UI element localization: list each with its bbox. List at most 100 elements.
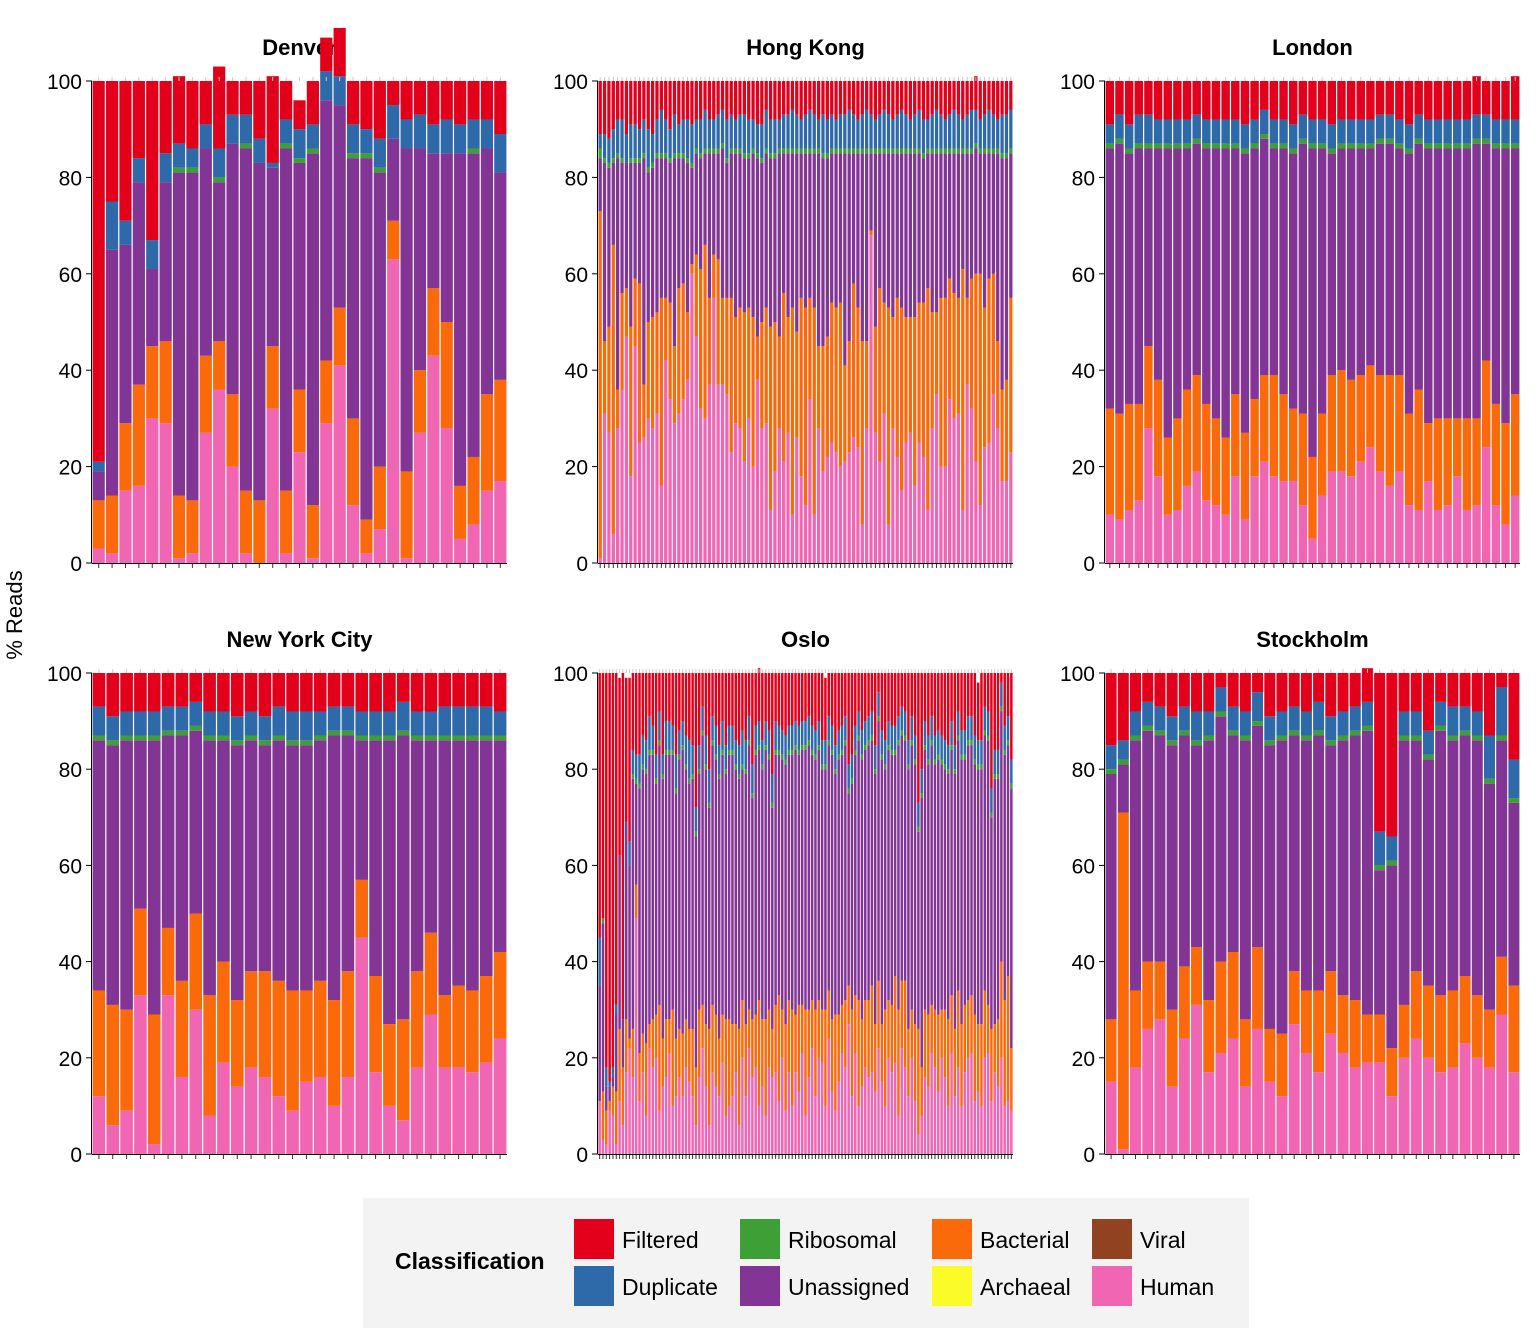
bar-segment-ribosomal xyxy=(172,167,186,173)
bar-segment-bacterial xyxy=(834,307,838,453)
bar-segment-human xyxy=(703,418,707,563)
bar-segment-bacterial xyxy=(684,1019,688,1068)
bar-segment-unassigned xyxy=(1308,148,1317,457)
bar-segment-human xyxy=(707,384,712,563)
bar-segment-ribosomal xyxy=(966,740,970,746)
bar-segment-unassigned xyxy=(781,759,784,1010)
bar-segment-duplicate xyxy=(768,119,773,154)
bar-segment-bacterial xyxy=(771,1028,774,1078)
bar-segment-human xyxy=(1298,505,1308,563)
bar-segment-ribosomal xyxy=(886,148,891,154)
bar-segment-human xyxy=(452,1067,465,1154)
bar-segment-filtered xyxy=(742,81,746,115)
bar-segment-ribosomal xyxy=(857,735,860,741)
bar-segment-human xyxy=(1178,1038,1190,1154)
y-tick-label: 100 xyxy=(1060,663,1095,686)
bar-segment-duplicate xyxy=(1395,119,1404,144)
bar-segment-filtered xyxy=(646,81,650,130)
bar-segment-human xyxy=(712,297,716,563)
bar-segment-human xyxy=(1443,505,1452,563)
bar-segment-duplicate xyxy=(413,114,427,149)
bar-segment-duplicate xyxy=(904,114,908,149)
bar-segment-unassigned xyxy=(877,721,880,981)
bar-segment-ribosomal xyxy=(1203,735,1215,741)
bar-segment-filtered xyxy=(694,673,698,808)
bar-segment-human xyxy=(646,418,650,563)
bar-segment-human xyxy=(1144,428,1153,563)
bar-segment-filtered xyxy=(226,81,239,115)
bar-segment-bacterial xyxy=(704,1024,708,1087)
bar-segment-human xyxy=(480,490,494,563)
bar-segment-duplicate xyxy=(786,114,790,149)
bar-segment-unassigned xyxy=(664,754,668,1020)
bar-segment-filtered xyxy=(771,673,774,775)
bar-segment-human xyxy=(814,1096,817,1154)
bar-segment-human xyxy=(810,1048,814,1154)
bar-segment-duplicate xyxy=(974,109,978,144)
bar-segment-duplicate xyxy=(864,721,867,746)
bar-segment-bacterial xyxy=(893,976,897,1063)
bar-segment-ribosomal xyxy=(786,148,790,154)
bar-segment-duplicate xyxy=(1003,725,1006,750)
bar-segment-human xyxy=(1496,1014,1508,1154)
bar-segment-human xyxy=(601,1139,605,1154)
bar-segment-duplicate xyxy=(631,749,635,775)
bar-segment-filtered xyxy=(895,81,899,115)
bar-segment-ribosomal xyxy=(1117,759,1129,765)
bar-segment-duplicate xyxy=(966,716,970,741)
bar-segment-duplicate xyxy=(1422,730,1434,755)
bar-segment-human xyxy=(369,1072,382,1154)
bar-segment-bacterial xyxy=(716,259,720,385)
bar-segment-bacterial xyxy=(747,307,751,419)
bar-segment-human xyxy=(913,1101,917,1154)
bar-segment-unassigned xyxy=(939,153,943,298)
bar-segment-bacterial xyxy=(790,1009,794,1106)
bar-segment-duplicate xyxy=(956,114,961,149)
bar-segment-bacterial xyxy=(1191,947,1203,1005)
bar-segment-bacterial xyxy=(466,990,479,1073)
bar-segment-unassigned xyxy=(699,158,703,269)
bar-segment-human xyxy=(900,1048,904,1154)
bar-segment-unassigned xyxy=(1250,148,1259,400)
bar-segment-bacterial xyxy=(654,1014,658,1058)
bar-segment-filtered xyxy=(280,81,293,120)
bar-segment-unassigned xyxy=(757,749,761,1001)
bar-segment-filtered xyxy=(996,673,1000,750)
bar-segment-human xyxy=(767,1067,771,1154)
bar-segment-human xyxy=(784,1110,787,1154)
bar-segment-unassigned xyxy=(970,745,973,996)
bar-segment-duplicate xyxy=(877,692,880,717)
bar-segment-bacterial xyxy=(1366,365,1375,448)
bar-segment-unassigned xyxy=(856,153,860,308)
bar-segment-bacterial xyxy=(678,1028,681,1078)
bar-segment-ribosomal xyxy=(1424,143,1433,149)
bar-segment-bacterial xyxy=(797,1004,801,1092)
bar-segment-unassigned xyxy=(782,153,786,294)
bar-segment-human xyxy=(634,918,638,1154)
bar-segment-ribosomal xyxy=(742,153,746,159)
bar-segment-human xyxy=(400,558,413,563)
bar-segment-unassigned xyxy=(1325,745,1337,972)
bar-segment-duplicate xyxy=(644,740,648,770)
bar-segment-unassigned xyxy=(873,774,877,1025)
bar-segment-human xyxy=(1279,481,1288,563)
bar-segment-filtered xyxy=(810,673,814,726)
bar-segment-filtered xyxy=(1004,81,1009,115)
bar-segment-bacterial xyxy=(733,317,738,424)
bar-segment-duplicate xyxy=(266,162,279,168)
bar-segment-unassigned xyxy=(1279,148,1288,395)
bar-segment-ribosomal xyxy=(725,158,729,163)
bar-segment-filtered xyxy=(1252,673,1264,693)
bar-segment-unassigned xyxy=(777,153,781,337)
bar-segment-filtered xyxy=(161,673,175,707)
bar-segment-human xyxy=(1337,1052,1349,1154)
bar-segment-bacterial xyxy=(900,980,904,1049)
bar-segment-bacterial xyxy=(661,1038,664,1087)
bar-segment-human xyxy=(1264,1081,1276,1154)
bar-segment-bacterial xyxy=(737,1028,741,1126)
bar-segment-duplicate xyxy=(1142,701,1154,726)
bar-segment-bacterial xyxy=(1134,403,1143,501)
bar-segment-duplicate xyxy=(930,716,933,741)
bar-segment-filtered xyxy=(948,81,952,115)
legend-label: Archaeal xyxy=(980,1274,1071,1300)
